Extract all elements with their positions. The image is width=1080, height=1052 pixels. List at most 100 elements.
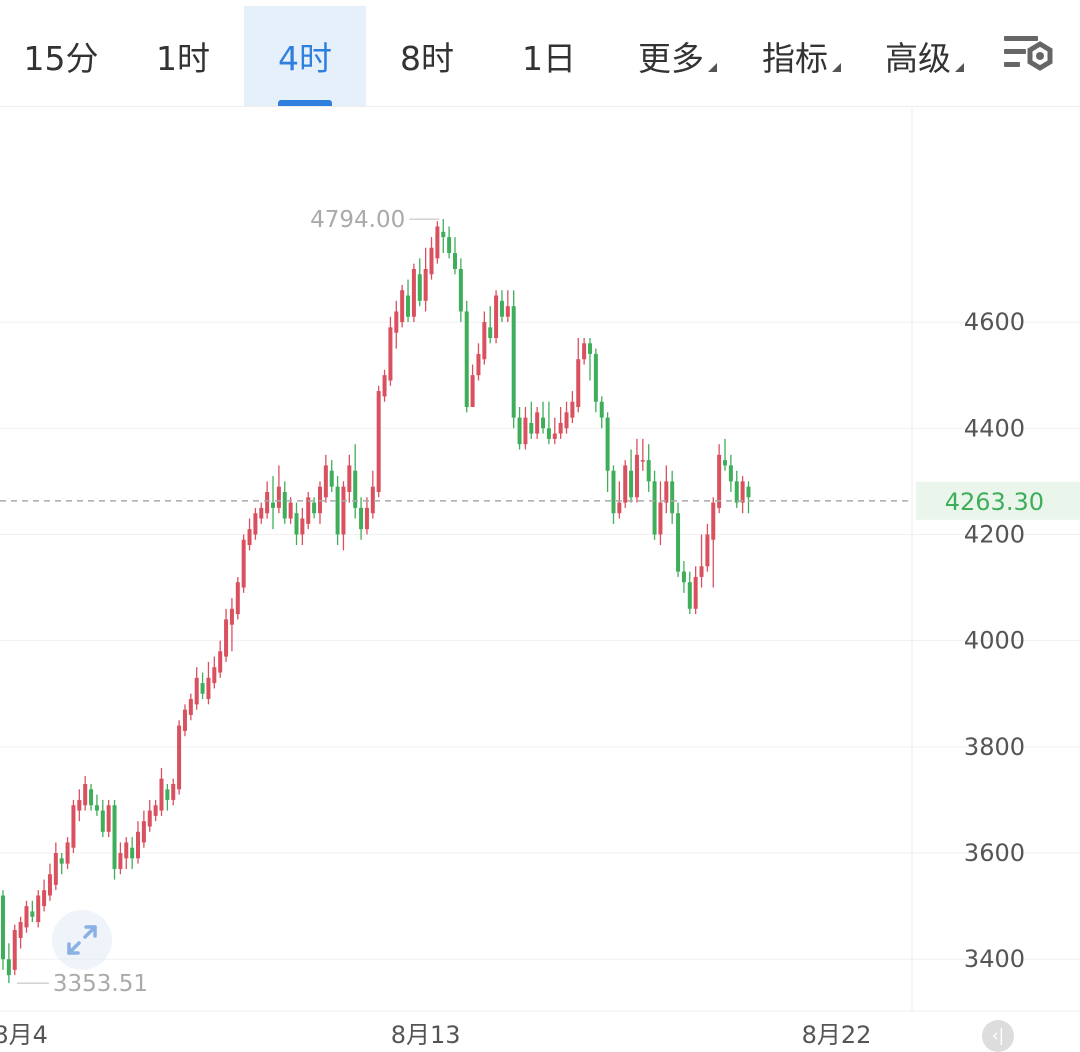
candle-body xyxy=(77,799,82,811)
y-tick-label: 4400 xyxy=(964,414,1025,442)
candle-body xyxy=(564,412,569,429)
candle-body xyxy=(441,231,446,238)
candle-body xyxy=(429,247,434,275)
candle-body xyxy=(300,518,305,535)
candle-body xyxy=(89,789,94,806)
candle-body xyxy=(323,465,328,498)
more-dropdown[interactable]: 更多 xyxy=(638,6,717,106)
candle-body xyxy=(406,295,411,317)
kline-toggle-button[interactable]: ‹| xyxy=(982,1020,1014,1052)
candle-body xyxy=(153,805,158,816)
candle-body xyxy=(529,422,534,434)
candle-body xyxy=(341,486,346,535)
candle-body xyxy=(617,502,622,514)
tab-1d-label: 1日 xyxy=(522,39,576,78)
candle-body xyxy=(634,454,639,498)
last-price-label: 4263.30 xyxy=(945,488,1044,516)
candle-body xyxy=(182,709,187,731)
candle-body xyxy=(1,895,5,960)
candle-body xyxy=(130,847,135,859)
candle-body xyxy=(200,683,205,694)
tab-1d[interactable]: 1日 xyxy=(488,6,610,106)
candle-body xyxy=(517,417,522,445)
indicator-dropdown[interactable]: 指标 xyxy=(762,6,841,106)
candle-body xyxy=(376,391,381,492)
candle-body xyxy=(458,268,463,312)
candle-body xyxy=(136,831,141,859)
candle-body xyxy=(664,481,669,503)
candle-body xyxy=(312,502,317,514)
candle-body xyxy=(12,930,17,970)
candle-body xyxy=(235,582,240,615)
candle-body xyxy=(271,502,276,508)
candle-body xyxy=(505,306,510,317)
advanced-label: 高级 xyxy=(885,39,951,78)
candle-body xyxy=(335,486,340,535)
candle-body xyxy=(535,412,540,434)
candle-body xyxy=(141,821,146,843)
candle-body xyxy=(364,507,369,530)
tab-8h-label: 8时 xyxy=(400,39,454,78)
candle-body xyxy=(177,725,182,790)
candle-body xyxy=(435,226,440,259)
last-price-tag xyxy=(916,481,1080,520)
low-price-label: 3353.51 xyxy=(53,971,148,997)
candle-body xyxy=(717,454,722,508)
candle-body xyxy=(306,497,311,524)
x-tick-label: 8月4 xyxy=(0,1021,48,1049)
more-label: 更多 xyxy=(638,39,704,78)
candle-body xyxy=(623,465,628,503)
candle-body xyxy=(42,890,47,907)
candle-body xyxy=(353,470,358,508)
candle-body xyxy=(728,465,733,482)
tab-15min[interactable]: 15分 xyxy=(0,6,122,106)
candle-body xyxy=(452,253,457,269)
candle-body xyxy=(676,513,681,572)
candle-body xyxy=(541,417,546,429)
candle-body xyxy=(558,422,563,434)
candle-body xyxy=(147,810,152,827)
candle-body xyxy=(100,810,105,832)
y-tick-label: 3600 xyxy=(964,839,1025,867)
candle-body xyxy=(681,571,686,583)
candle-body xyxy=(218,651,223,673)
tab-4h[interactable]: 4时 xyxy=(244,6,366,106)
candle-body xyxy=(711,502,716,540)
candle-body xyxy=(288,502,293,519)
candle-body xyxy=(388,327,393,381)
fullscreen-button[interactable] xyxy=(52,910,112,970)
candle-body xyxy=(370,486,375,514)
candle-body xyxy=(570,401,575,418)
candle-body xyxy=(417,274,422,301)
chart-settings-button[interactable] xyxy=(1000,30,1056,80)
candle-body xyxy=(476,353,481,376)
candle-body xyxy=(611,470,616,514)
candle-body xyxy=(464,311,469,408)
candle-body xyxy=(106,805,111,832)
active-tab-indicator xyxy=(278,100,332,106)
tab-1h[interactable]: 1时 xyxy=(122,6,244,106)
advanced-dropdown[interactable]: 高级 xyxy=(885,6,964,106)
candle-body xyxy=(629,470,634,498)
tab-8h[interactable]: 8时 xyxy=(366,6,488,106)
candle-body xyxy=(329,470,334,487)
candle-body xyxy=(394,311,399,333)
candle-body xyxy=(723,460,728,466)
x-tick-label: 8月22 xyxy=(802,1021,872,1049)
candle-body xyxy=(247,529,252,546)
candle-body xyxy=(670,481,675,514)
candle-body xyxy=(282,491,287,519)
candle-body xyxy=(599,401,604,418)
candle-body xyxy=(687,582,692,609)
candle-body xyxy=(652,481,657,535)
candle-body xyxy=(276,486,281,508)
candle-body xyxy=(411,268,416,317)
candle-body xyxy=(693,576,698,609)
candle-body xyxy=(224,619,229,657)
candle-body xyxy=(165,789,170,800)
candle-body xyxy=(206,677,211,700)
candle-body xyxy=(470,375,475,408)
y-tick-label: 3400 xyxy=(964,945,1025,973)
caret-icon xyxy=(955,62,964,72)
candle-body xyxy=(734,481,739,503)
